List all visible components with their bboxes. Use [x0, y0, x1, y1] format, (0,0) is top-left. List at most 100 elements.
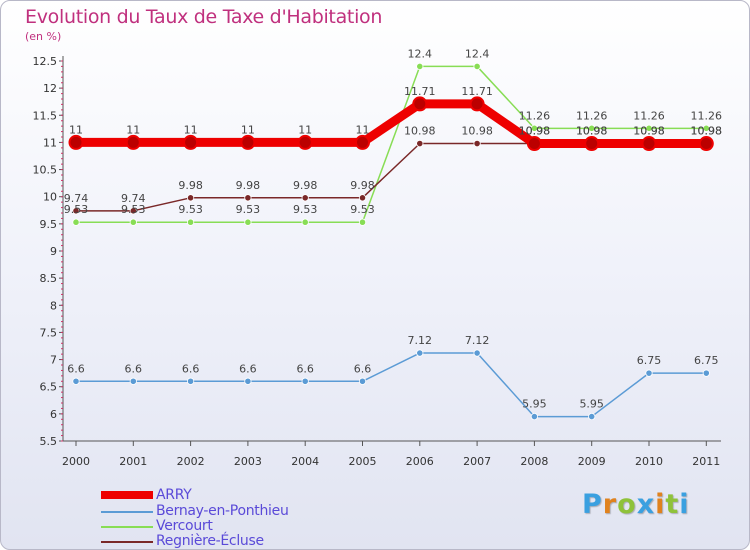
y-tick-label: 10.5 [33, 164, 58, 177]
data-label: 9.53 [236, 203, 261, 216]
chart-subtitle: (en %) [25, 30, 62, 43]
data-label: 9.53 [64, 203, 89, 216]
data-point [588, 124, 596, 132]
data-point [244, 218, 252, 226]
legend-label: Bernay-en-Ponthieu [156, 503, 289, 519]
data-label: 6.6 [125, 362, 143, 375]
series-line-regni-re-cluse [75, 142, 708, 212]
x-tick-label: 2000 [62, 455, 90, 468]
legend-label: Vercourt [156, 518, 213, 534]
data-label: 11.26 [691, 109, 723, 122]
logo-letter: x [636, 489, 656, 520]
data-label: 12.4 [408, 47, 433, 60]
legend-swatch [101, 541, 153, 543]
data-point [358, 377, 367, 385]
x-tick-label: 2010 [635, 455, 663, 468]
data-point [588, 412, 596, 421]
data-label: 10.98 [691, 125, 723, 138]
data-label: 11 [126, 123, 140, 136]
logo-letter: i [655, 489, 666, 520]
data-label: 9.53 [350, 203, 375, 216]
x-tick-label: 2001 [119, 455, 147, 468]
data-label: 11.26 [576, 109, 608, 122]
legend-swatch [101, 491, 153, 499]
legend-label: ARRY [156, 487, 192, 503]
x-tick-label: 2004 [291, 455, 319, 468]
data-label: 10.98 [633, 125, 665, 138]
logo-letter: P [582, 489, 603, 520]
data-point [473, 139, 481, 148]
data-point [526, 136, 542, 152]
x-tick-label: 2007 [463, 455, 491, 468]
x-tick-label: 2003 [234, 455, 262, 468]
data-label: 9.98 [350, 179, 375, 192]
data-point [68, 134, 84, 150]
data-point [698, 136, 714, 152]
data-point [358, 194, 367, 202]
legend-label: Regnière-Écluse [156, 533, 264, 549]
y-tick-label: 6.5 [40, 381, 58, 394]
y-tick-label: 8.5 [40, 272, 58, 285]
data-label: 6.6 [354, 362, 372, 375]
data-label: 9.98 [178, 179, 203, 192]
data-point [187, 218, 195, 226]
data-point [641, 136, 657, 152]
data-point [72, 377, 80, 385]
data-point [129, 207, 137, 215]
data-point [355, 134, 370, 150]
x-tick-label: 2008 [520, 455, 548, 468]
data-label: 6.6 [182, 362, 200, 375]
data-label: 10.98 [576, 125, 608, 138]
proxiti-logo: Proxiti [582, 489, 690, 520]
data-point [584, 136, 600, 152]
data-label: 5.95 [522, 398, 547, 411]
chart-title: Evolution du Taux de Taxe d'Habitation [25, 6, 383, 28]
series-line-vercourt [75, 65, 708, 223]
y-tick-label: 9 [50, 245, 57, 258]
data-point [240, 134, 256, 150]
series-line-bernay-en-ponthieu [75, 352, 708, 418]
data-point [412, 96, 428, 112]
data-label: 6.6 [296, 362, 314, 375]
data-label: 9.98 [236, 179, 261, 192]
y-tick-label: 8 [50, 299, 57, 312]
data-point [129, 377, 137, 385]
y-tick-label: 11.5 [33, 109, 58, 122]
data-label: 11 [184, 123, 198, 136]
data-point [244, 194, 252, 202]
y-tick-label: 7 [50, 354, 57, 367]
logo-letter: i [679, 489, 690, 520]
data-point [416, 62, 424, 71]
data-point [702, 369, 710, 377]
data-point [244, 377, 252, 385]
data-point [125, 134, 141, 150]
data-label: 9.74 [121, 192, 146, 205]
y-tick-label: 10 [43, 191, 57, 204]
data-label: 10.98 [519, 125, 551, 138]
data-point [473, 349, 481, 357]
x-tick-label: 2009 [578, 455, 606, 468]
logo-letter: t [665, 489, 680, 520]
data-point [301, 218, 309, 226]
data-point [416, 349, 424, 357]
legend-swatch [101, 511, 153, 513]
data-point [187, 377, 195, 385]
x-tick-label: 2002 [177, 455, 205, 468]
data-label: 11.71 [461, 85, 493, 98]
data-point [72, 207, 80, 215]
data-label: 9.98 [293, 179, 318, 192]
data-point [129, 218, 137, 226]
data-label: 9.74 [64, 192, 89, 205]
data-point [297, 134, 313, 150]
data-label: 9.53 [178, 203, 203, 216]
data-point [183, 134, 199, 150]
data-label: 10.98 [691, 125, 723, 138]
data-point [358, 218, 367, 226]
logo-letter: r [602, 489, 618, 520]
data-point [301, 377, 309, 385]
data-label: 11 [241, 123, 255, 136]
data-point [530, 124, 539, 132]
data-label: 11 [356, 123, 370, 136]
